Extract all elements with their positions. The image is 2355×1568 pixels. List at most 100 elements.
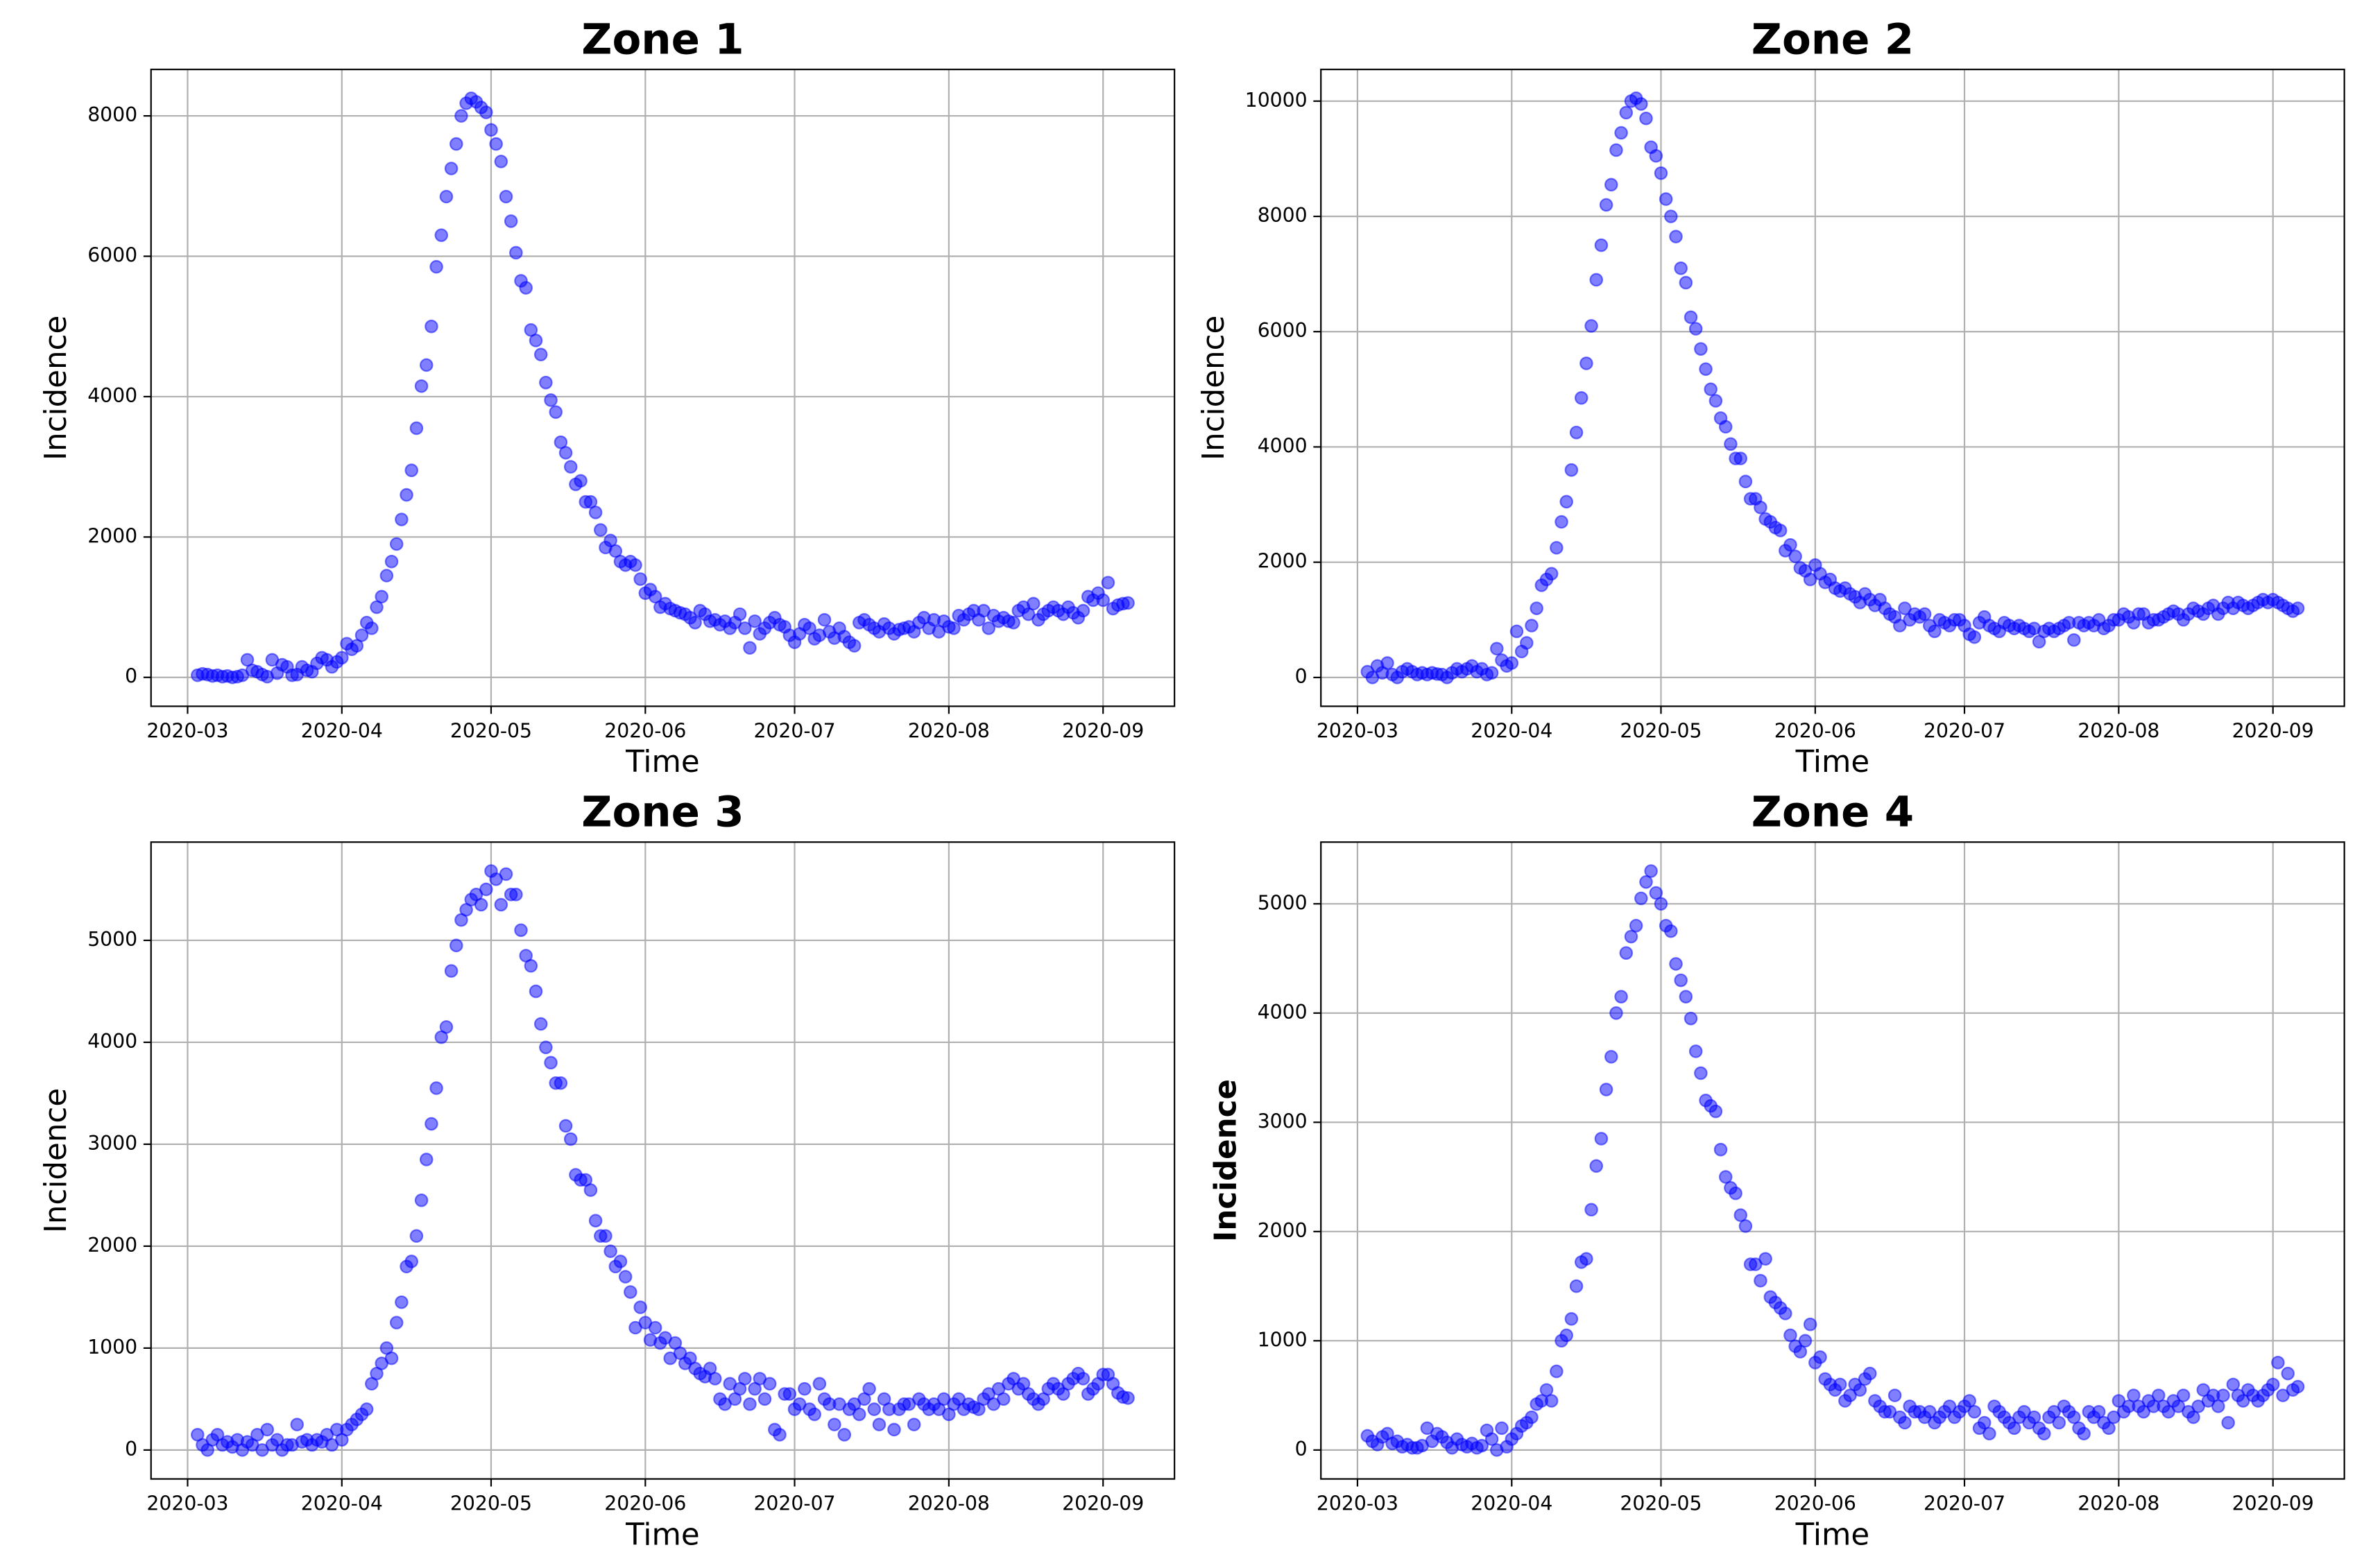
x-axis-label: Time: [625, 745, 699, 779]
point: [1579, 356, 1593, 370]
x-tick-label: 2020-04: [1471, 719, 1552, 742]
x-tick-label: 2020-07: [1924, 1492, 2005, 1515]
x-tick-label: 2020-03: [146, 719, 228, 742]
y-tick-label: 2000: [87, 1234, 137, 1257]
point: [419, 1153, 434, 1166]
point: [1559, 1328, 1573, 1343]
point: [509, 245, 523, 260]
point: [1599, 198, 1613, 212]
point: [599, 1229, 613, 1243]
point: [1076, 603, 1090, 618]
point: [404, 463, 419, 477]
point: [1684, 1011, 1698, 1026]
point: [544, 393, 558, 407]
point: [1813, 1350, 1827, 1364]
point: [1754, 500, 1767, 515]
y-tick-label: 0: [125, 665, 137, 688]
x-tick-label: 2020-07: [753, 719, 835, 742]
point: [1887, 1388, 1902, 1402]
point: [2052, 1415, 2066, 1430]
point: [1027, 596, 1041, 611]
point: [539, 1040, 553, 1055]
point: [2091, 1404, 2106, 1419]
x-tick-label: 2020-06: [604, 1492, 686, 1515]
point: [757, 1392, 772, 1406]
plot-background: [151, 842, 1175, 1479]
point: [484, 123, 498, 137]
x-tick-label: 2020-04: [301, 719, 383, 742]
y-tick-label: 4000: [1258, 1001, 1308, 1024]
point: [1833, 1377, 1847, 1392]
point: [335, 651, 349, 665]
point: [1599, 1083, 1613, 1096]
point: [688, 616, 702, 630]
y-tick-label: 8000: [87, 103, 137, 126]
plot-background: [1321, 842, 2345, 1479]
chart-title: Zone 2: [1752, 15, 1914, 64]
point: [1594, 238, 1609, 252]
point: [743, 1397, 757, 1411]
plot-frame: [1320, 841, 2345, 1480]
y-tick-label: 4000: [87, 384, 137, 407]
y-tick-label: 10000: [1245, 89, 1308, 112]
point: [633, 1300, 647, 1314]
point: [449, 938, 463, 953]
point: [479, 105, 493, 119]
point: [2216, 1388, 2230, 1402]
point: [2037, 1427, 2051, 1441]
point: [1709, 394, 1723, 408]
point: [558, 1119, 573, 1133]
subplot: 2020-03 2020-04 2020-05 2020-06 2020-07 2020-…: [39, 788, 1176, 1552]
point: [1609, 143, 1623, 157]
point: [1679, 990, 1693, 1003]
point: [439, 189, 454, 204]
point: [429, 259, 443, 274]
point: [1892, 619, 1907, 632]
point: [494, 155, 508, 169]
point: [1525, 619, 1539, 632]
point: [1589, 273, 1604, 287]
y-tick-label: 0: [125, 1438, 137, 1461]
x-tick-label: 2020-08: [2078, 719, 2159, 742]
x-axis-label: Time: [1795, 745, 1870, 779]
point: [449, 137, 463, 151]
point: [1659, 192, 1673, 206]
point: [389, 537, 404, 551]
point: [1604, 1050, 1618, 1064]
point: [395, 1295, 409, 1309]
point: [549, 405, 563, 419]
point: [1076, 1372, 1090, 1386]
point: [419, 358, 434, 372]
point: [414, 1193, 429, 1207]
y-tick-label: 4000: [1258, 434, 1308, 457]
point: [1967, 1404, 1982, 1419]
point: [1718, 1170, 1733, 1184]
point: [425, 319, 438, 334]
point: [1709, 1104, 1723, 1119]
point: [1614, 126, 1628, 140]
point: [1733, 1208, 1748, 1222]
point: [434, 228, 449, 242]
x-tick-label: 2020-05: [450, 1492, 532, 1515]
point: [2290, 601, 2305, 615]
x-tick-label: 2020-08: [2078, 1492, 2159, 1515]
point: [1509, 624, 1524, 639]
point: [2007, 1421, 2021, 1436]
point: [1584, 1203, 1598, 1217]
point: [1694, 1066, 1708, 1080]
point: [504, 214, 518, 228]
point: [982, 621, 996, 635]
point: [400, 488, 413, 502]
point: [887, 1422, 901, 1437]
point: [773, 1428, 787, 1442]
point: [1604, 178, 1618, 192]
point: [404, 1255, 419, 1268]
point: [414, 379, 429, 393]
point: [375, 589, 388, 604]
point: [1550, 1364, 1564, 1379]
point: [1579, 1252, 1593, 1266]
point: [454, 109, 468, 123]
point: [2221, 1415, 2235, 1430]
chart-title: Zone 3: [581, 788, 744, 837]
point: [588, 506, 603, 519]
